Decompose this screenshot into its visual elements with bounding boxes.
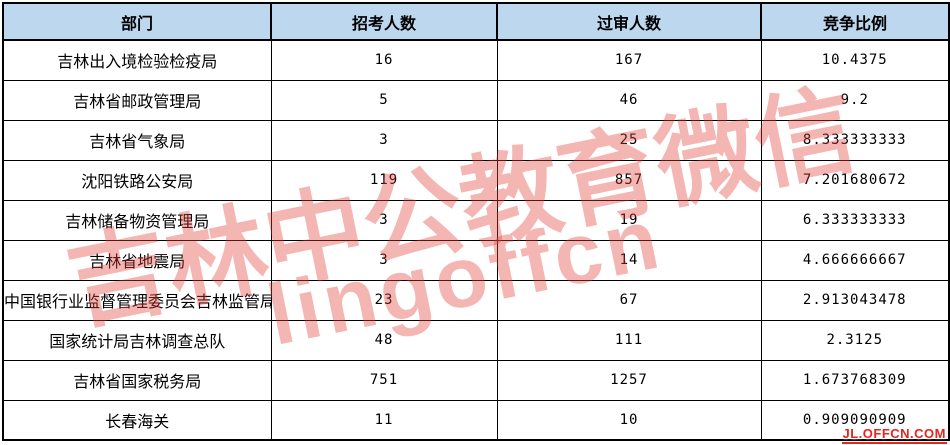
header-passed-count: 过审人数 xyxy=(496,2,762,41)
recruit-count-cell: 16 xyxy=(270,39,498,81)
table-row: 长春海关 11 10 0.909090909 xyxy=(2,399,950,441)
recruit-count-cell: 3 xyxy=(270,239,498,281)
recruit-count-cell: 3 xyxy=(270,199,498,241)
department-cell: 吉林省邮政管理局 xyxy=(2,79,272,121)
competition-ratio-cell: 7.201680672 xyxy=(760,159,950,201)
passed-count-cell: 167 xyxy=(496,39,762,81)
department-cell: 吉林储备物资管理局 xyxy=(2,199,272,241)
department-cell: 中国银行业监督管理委员会吉林监管局 xyxy=(2,279,272,321)
competition-ratio-cell: 8.333333333 xyxy=(760,119,950,161)
recruit-count-cell: 48 xyxy=(270,319,498,361)
department-cell: 沈阳铁路公安局 xyxy=(2,159,272,201)
passed-count-cell: 14 xyxy=(496,239,762,281)
passed-count-cell: 19 xyxy=(496,199,762,241)
competition-ratio-cell: 10.4375 xyxy=(760,39,950,81)
department-cell: 吉林省地震局 xyxy=(2,239,272,281)
recruit-count-cell: 119 xyxy=(270,159,498,201)
competition-ratio-cell: 9.2 xyxy=(760,79,950,121)
passed-count-cell: 25 xyxy=(496,119,762,161)
table-row: 沈阳铁路公安局 119 857 7.201680672 xyxy=(2,159,950,201)
recruit-count-cell: 23 xyxy=(270,279,498,321)
table-row: 吉林出入境检验检疫局 16 167 10.4375 xyxy=(2,39,950,81)
table-row: 吉林省邮政管理局 5 46 9.2 xyxy=(2,79,950,121)
competition-ratio-cell: 2.913043478 xyxy=(760,279,950,321)
passed-count-cell: 111 xyxy=(496,319,762,361)
recruit-count-cell: 751 xyxy=(270,359,498,401)
table-row: 国家统计局吉林调查总队 48 111 2.3125 xyxy=(2,319,950,361)
department-cell: 吉林省气象局 xyxy=(2,119,272,161)
header-department: 部门 xyxy=(2,2,272,41)
department-cell: 吉林出入境检验检疫局 xyxy=(2,39,272,81)
passed-count-cell: 10 xyxy=(496,399,762,441)
competition-ratio-cell: 4.666666667 xyxy=(760,239,950,281)
table-row: 吉林储备物资管理局 3 19 6.333333333 xyxy=(2,199,950,241)
header-competition-ratio: 竞争比例 xyxy=(760,2,950,41)
header-row: 部门 招考人数 过审人数 竞争比例 xyxy=(2,2,950,41)
table-row: 吉林省气象局 3 25 8.333333333 xyxy=(2,119,950,161)
recruit-count-cell: 11 xyxy=(270,399,498,441)
passed-count-cell: 857 xyxy=(496,159,762,201)
header-recruit-count: 招考人数 xyxy=(270,2,498,41)
table-row: 吉林省地震局 3 14 4.666666667 xyxy=(2,239,950,281)
competition-ratio-cell: 6.333333333 xyxy=(760,199,950,241)
table-row: 吉林省国家税务局 751 1257 1.673768309 xyxy=(2,359,950,401)
department-cell: 吉林省国家税务局 xyxy=(2,359,272,401)
department-cell: 长春海关 xyxy=(2,399,272,441)
passed-count-cell: 1257 xyxy=(496,359,762,401)
competition-ratio-cell: 0.909090909 xyxy=(760,399,950,441)
competition-ratio-cell: 1.673768309 xyxy=(760,359,950,401)
recruit-count-cell: 5 xyxy=(270,79,498,121)
table-body: 吉林出入境检验检疫局 16 167 10.4375 吉林省邮政管理局 5 46 … xyxy=(2,39,950,441)
table-row: 中国银行业监督管理委员会吉林监管局 23 67 2.913043478 xyxy=(2,279,950,321)
competition-ratio-cell: 2.3125 xyxy=(760,319,950,361)
department-cell: 国家统计局吉林调查总队 xyxy=(2,319,272,361)
offcn-site-logo: JL.OFFCN.COM xyxy=(841,426,947,444)
passed-count-cell: 67 xyxy=(496,279,762,321)
passed-count-cell: 46 xyxy=(496,79,762,121)
recruit-count-cell: 3 xyxy=(270,119,498,161)
table-header: 部门 招考人数 过审人数 竞争比例 xyxy=(2,2,950,41)
